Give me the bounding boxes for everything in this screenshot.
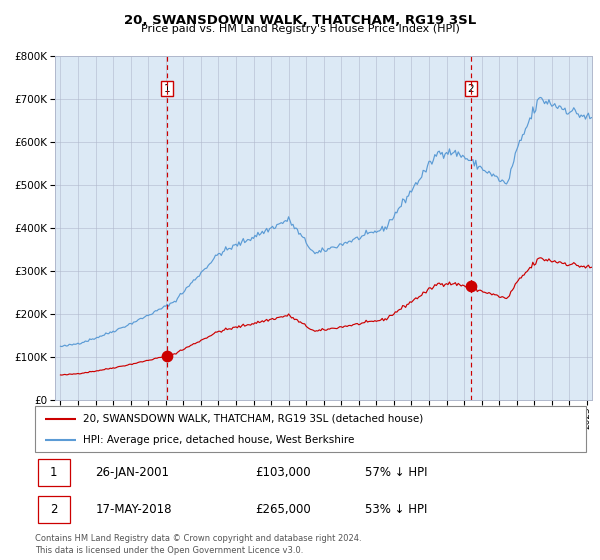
FancyBboxPatch shape: [35, 406, 586, 452]
Text: 17-MAY-2018: 17-MAY-2018: [95, 503, 172, 516]
Text: 20, SWANSDOWN WALK, THATCHAM, RG19 3SL: 20, SWANSDOWN WALK, THATCHAM, RG19 3SL: [124, 14, 476, 27]
Text: Price paid vs. HM Land Registry's House Price Index (HPI): Price paid vs. HM Land Registry's House …: [140, 24, 460, 34]
Text: 2: 2: [50, 503, 57, 516]
Text: Contains HM Land Registry data © Crown copyright and database right 2024.: Contains HM Land Registry data © Crown c…: [35, 534, 361, 543]
Text: 1: 1: [50, 466, 57, 479]
Text: 1: 1: [164, 83, 170, 94]
Text: HPI: Average price, detached house, West Berkshire: HPI: Average price, detached house, West…: [83, 436, 355, 445]
FancyBboxPatch shape: [38, 459, 70, 486]
Text: £265,000: £265,000: [255, 503, 311, 516]
Text: 53% ↓ HPI: 53% ↓ HPI: [365, 503, 428, 516]
Text: 20, SWANSDOWN WALK, THATCHAM, RG19 3SL (detached house): 20, SWANSDOWN WALK, THATCHAM, RG19 3SL (…: [83, 414, 424, 424]
Point: [162, 352, 172, 361]
Text: 57% ↓ HPI: 57% ↓ HPI: [365, 466, 428, 479]
Text: 2: 2: [467, 83, 474, 94]
FancyBboxPatch shape: [38, 496, 70, 523]
Text: £103,000: £103,000: [255, 466, 311, 479]
Point: [466, 282, 476, 291]
Text: 26-JAN-2001: 26-JAN-2001: [95, 466, 169, 479]
Text: This data is licensed under the Open Government Licence v3.0.: This data is licensed under the Open Gov…: [35, 546, 303, 555]
